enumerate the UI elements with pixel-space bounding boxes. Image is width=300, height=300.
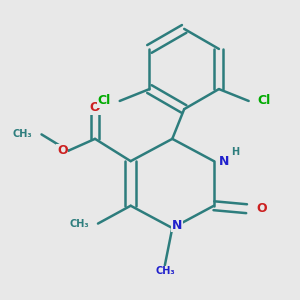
Text: H: H [231,147,239,157]
Text: Cl: Cl [258,94,271,107]
Text: N: N [172,218,182,232]
Text: O: O [90,101,100,114]
Text: O: O [57,144,68,157]
Text: N: N [219,154,230,168]
Text: CH₃: CH₃ [155,266,175,276]
Text: O: O [256,202,267,215]
Text: Cl: Cl [98,94,111,107]
Text: CH₃: CH₃ [13,129,33,140]
Text: CH₃: CH₃ [69,219,89,229]
